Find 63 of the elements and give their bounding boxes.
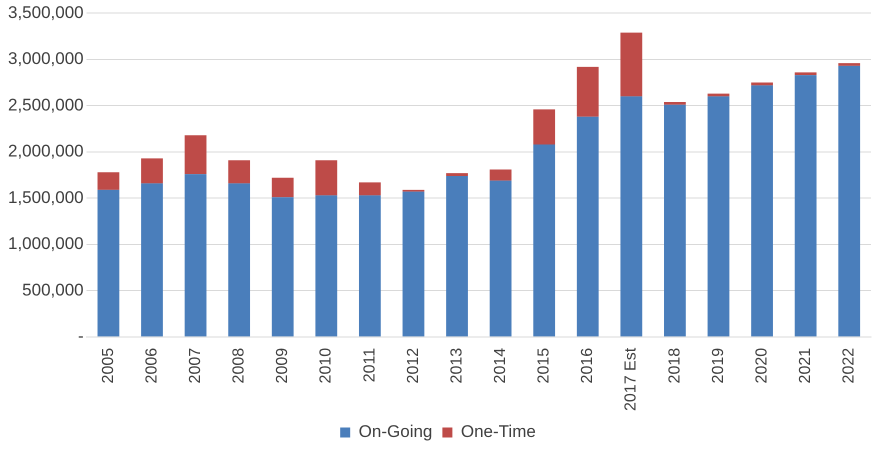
x-tick-label: 2018	[666, 348, 684, 384]
bar	[794, 72, 817, 76]
bar	[490, 180, 512, 336]
bar	[402, 192, 424, 336]
bar	[576, 116, 599, 336]
bar	[141, 158, 163, 184]
y-tick-label: 3,500,000	[8, 2, 84, 22]
bar	[272, 197, 294, 336]
bar	[228, 183, 250, 336]
y-tick-label: 1,500,000	[8, 188, 84, 207]
bar	[620, 32, 642, 96]
bar	[664, 104, 686, 336]
bar	[184, 135, 206, 174]
bar	[98, 190, 120, 336]
bar	[358, 182, 381, 196]
y-tick-label: 2,500,000	[8, 95, 84, 114]
bar	[751, 85, 773, 336]
bar	[708, 96, 730, 336]
bar	[141, 183, 163, 336]
x-tick-label: 2008	[230, 348, 248, 384]
bar	[184, 174, 206, 336]
x-tick-label: 2015	[536, 348, 553, 384]
bar	[272, 178, 294, 198]
x-tick-label: 2007	[186, 348, 204, 384]
bar	[708, 94, 730, 96]
y-tick-label: 500,000	[22, 280, 84, 300]
x-tick-label: 2013	[448, 348, 466, 384]
x-tick-label: 2019	[710, 348, 727, 384]
x-tick-label: 2006	[143, 348, 160, 384]
legend-label: One-Time	[460, 422, 536, 442]
bar	[664, 102, 686, 105]
bar	[620, 96, 642, 336]
x-tick-label: 2017 Est	[622, 347, 640, 411]
bar	[838, 66, 860, 336]
bar	[446, 173, 468, 176]
bar	[358, 195, 381, 336]
x-tick-label: 2009	[274, 348, 292, 384]
bar	[576, 66, 599, 117]
x-tick-label: 2021	[797, 348, 814, 384]
bar	[838, 63, 860, 66]
x-tick-label: 2012	[404, 348, 422, 384]
x-tick-label: 2022	[840, 348, 858, 384]
legend-label: On-Going	[358, 422, 432, 442]
bar	[315, 195, 338, 336]
bar	[533, 144, 556, 336]
x-tick-label: 2011	[361, 348, 378, 382]
bar	[315, 160, 338, 196]
bar	[446, 176, 468, 336]
y-tick-label: -	[78, 326, 84, 346]
bar	[228, 160, 250, 184]
x-tick-label: 2010	[318, 348, 335, 384]
x-tick-label: 2014	[492, 348, 510, 384]
y-tick-label: 1,000,000	[8, 234, 84, 254]
x-tick-label: 2020	[753, 348, 770, 384]
y-tick-label: 2,000,000	[8, 142, 84, 161]
x-tick-label: 2005	[100, 348, 117, 384]
bar	[751, 82, 773, 86]
bar	[794, 75, 817, 336]
bar	[533, 109, 556, 145]
bar	[98, 172, 120, 190]
bar	[490, 169, 512, 181]
x-tick-label: 2016	[579, 348, 596, 384]
y-tick-label: 3,000,000	[8, 49, 84, 68]
